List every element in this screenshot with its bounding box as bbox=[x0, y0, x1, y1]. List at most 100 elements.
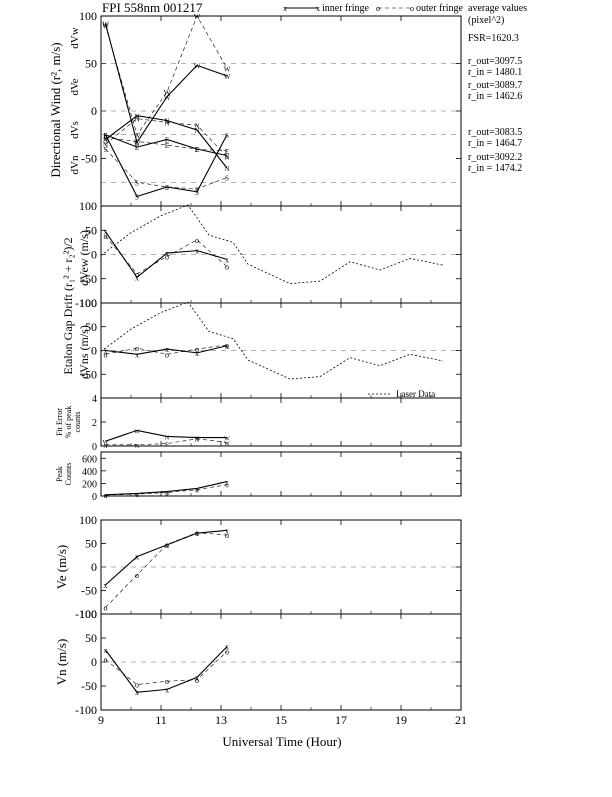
sublabel-dVe: dVe bbox=[69, 78, 81, 95]
marker-outer-N: N bbox=[134, 116, 139, 124]
series-outer bbox=[105, 532, 228, 608]
marker-outer: o bbox=[104, 350, 108, 359]
marker-outer: o bbox=[135, 491, 139, 499]
y-axis-label: dVew (m/s) bbox=[77, 230, 91, 286]
laser-legend: Laser Data bbox=[368, 389, 435, 399]
y-tick-label: 50 bbox=[85, 537, 97, 551]
marker-outer: o bbox=[104, 232, 108, 241]
marker-outer: o bbox=[225, 647, 229, 656]
marker-outer: W bbox=[224, 441, 230, 447]
series-outer-N bbox=[105, 118, 228, 157]
series-outer bbox=[105, 438, 228, 446]
series-outer-W bbox=[105, 15, 228, 136]
sublabel-dVw: dVw bbox=[69, 27, 81, 48]
legend-inner-marker-left: x bbox=[283, 4, 287, 13]
avg-value-2: r_in = 1480.1 bbox=[468, 67, 522, 78]
marker-inner-N: N bbox=[224, 165, 229, 173]
y-tick-label: 0 bbox=[91, 104, 97, 118]
marker-outer-W: W bbox=[164, 89, 171, 97]
laser-legend-label: Laser Data bbox=[396, 389, 435, 399]
avg-value-8: r_in = 1474.2 bbox=[468, 163, 522, 174]
marker-inner-S: S bbox=[165, 184, 169, 192]
marker-outer-W: W bbox=[134, 132, 141, 140]
marker-outer: o bbox=[195, 345, 199, 354]
average-values-block: average values (pixel^2) FSR=1620.3 r_ou… bbox=[468, 3, 527, 174]
marker-inner: x bbox=[195, 247, 199, 256]
marker-outer: o bbox=[135, 344, 139, 353]
marker-inner: N bbox=[165, 435, 170, 441]
y-tick-label: -100 bbox=[75, 607, 97, 621]
legend-outer-marker-right: o bbox=[410, 4, 414, 13]
y-tick-label: 400 bbox=[82, 467, 97, 478]
avg-value-5: r_out=3083.5 bbox=[468, 127, 522, 138]
marker-outer-S: S bbox=[225, 175, 229, 183]
marker-inner-N: N bbox=[103, 137, 108, 145]
y-tick-label: 0 bbox=[91, 655, 97, 669]
marker-inner: x bbox=[165, 345, 169, 354]
marker-outer: o bbox=[225, 341, 229, 350]
marker-inner-E: E bbox=[195, 146, 199, 154]
marker-outer: o bbox=[225, 263, 229, 272]
marker-outer: o bbox=[165, 350, 169, 359]
marker-outer: o bbox=[195, 236, 199, 245]
marker-outer: N bbox=[103, 444, 108, 450]
y-axis-label: Ve (m/s) bbox=[54, 545, 69, 589]
series-laser bbox=[100, 204, 444, 285]
y-axis-label-line: Fit Error bbox=[55, 408, 64, 436]
x-tick-label: 15 bbox=[275, 713, 287, 727]
marker-inner: x bbox=[225, 526, 229, 535]
y-tick-label: 100 bbox=[79, 296, 97, 310]
marker-inner-S: S bbox=[135, 194, 139, 202]
marker-outer: E bbox=[165, 443, 169, 449]
marker-inner-S: S bbox=[225, 132, 229, 140]
series-inner bbox=[105, 481, 228, 496]
marker-inner: x bbox=[195, 485, 199, 493]
series-inner-N bbox=[105, 115, 228, 169]
legend-inner-label: inner fringe bbox=[322, 3, 369, 14]
y-axis-label: Directional Wind (r², m/s) bbox=[48, 42, 63, 177]
marker-inner: x bbox=[135, 688, 139, 697]
y-tick-label: 0 bbox=[92, 492, 97, 503]
sublabel-dVs: dVs bbox=[69, 121, 81, 139]
marker-outer-W: W bbox=[194, 13, 201, 21]
panel-frame bbox=[100, 451, 462, 497]
series-inner-S bbox=[105, 134, 228, 198]
marker-inner: x bbox=[165, 489, 169, 497]
y-axis-label-line: Counts bbox=[64, 463, 73, 486]
marker-outer: o bbox=[195, 487, 199, 495]
x-tick-label: 13 bbox=[215, 713, 227, 727]
marker-inner-W: W bbox=[224, 73, 231, 81]
marker-inner-N: N bbox=[134, 113, 139, 121]
x-tick-label: 9 bbox=[98, 713, 104, 727]
x-tick-label: 17 bbox=[335, 713, 347, 727]
y-tick-label: 2 bbox=[92, 418, 97, 429]
marker-inner: x bbox=[104, 581, 108, 590]
marker-outer: o bbox=[104, 656, 108, 665]
avg-values-heading: average values bbox=[468, 3, 527, 14]
legend-outer-marker-left: o bbox=[376, 4, 380, 13]
marker-outer: o bbox=[135, 571, 139, 580]
y-tick-label: 100 bbox=[79, 9, 97, 23]
x-tick-label: 11 bbox=[155, 713, 167, 727]
legend-outer-label: outer fringe bbox=[416, 3, 463, 14]
series-outer-S bbox=[105, 148, 228, 190]
marker-outer: o bbox=[225, 482, 229, 490]
series-inner bbox=[105, 529, 228, 586]
marker-outer: o bbox=[104, 492, 108, 500]
y-tick-label: 0 bbox=[91, 344, 97, 358]
marker-outer-W: W bbox=[102, 23, 109, 31]
marker-inner-W: W bbox=[194, 62, 201, 70]
marker-outer-S: S bbox=[195, 186, 199, 194]
marker-inner: W bbox=[103, 440, 109, 446]
marker-outer-S: S bbox=[135, 179, 139, 187]
marker-outer-E: E bbox=[135, 138, 139, 146]
fsr-value: FSR=1620.3 bbox=[468, 33, 519, 44]
marker-outer: o bbox=[165, 490, 169, 498]
y-tick-label: 200 bbox=[82, 479, 97, 490]
marker-outer: o bbox=[195, 676, 199, 685]
